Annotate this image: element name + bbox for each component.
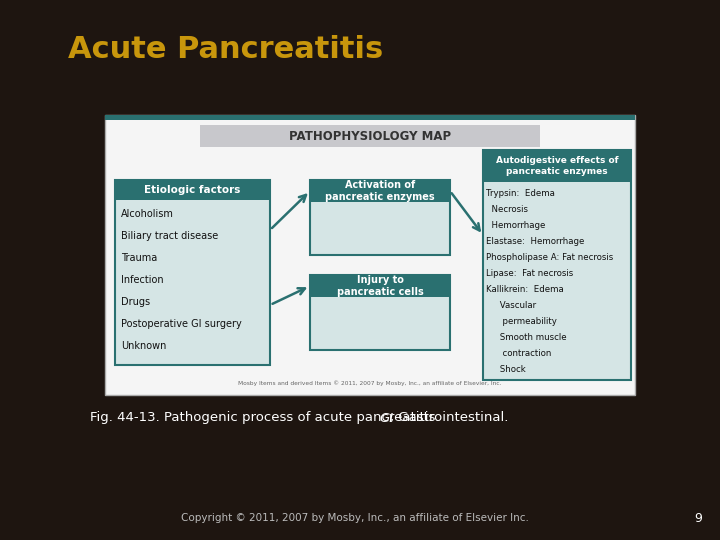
Text: Acute Pancreatitis: Acute Pancreatitis [68, 36, 383, 64]
Text: Unknown: Unknown [121, 341, 166, 351]
Text: Hemorrhage: Hemorrhage [486, 220, 545, 230]
Text: Biliary tract disease: Biliary tract disease [121, 231, 218, 241]
FancyBboxPatch shape [105, 115, 635, 120]
Text: PATHOPHYSIOLOGY MAP: PATHOPHYSIOLOGY MAP [289, 130, 451, 143]
FancyBboxPatch shape [115, 180, 270, 365]
Text: Postoperative GI surgery: Postoperative GI surgery [121, 319, 242, 329]
Text: 9: 9 [694, 511, 702, 524]
Text: Vascular: Vascular [486, 300, 536, 309]
FancyBboxPatch shape [310, 180, 450, 255]
Text: Smooth muscle: Smooth muscle [486, 333, 567, 341]
Text: Shock: Shock [486, 364, 526, 374]
Text: Trypsin:  Edema: Trypsin: Edema [486, 188, 555, 198]
FancyBboxPatch shape [483, 150, 631, 182]
Text: Elastase:  Hemorrhage: Elastase: Hemorrhage [486, 237, 585, 246]
Text: Phospholipase A: Fat necrosis: Phospholipase A: Fat necrosis [486, 253, 613, 261]
Text: permeability: permeability [486, 316, 557, 326]
FancyBboxPatch shape [310, 275, 450, 297]
Text: Activation of
pancreatic enzymes: Activation of pancreatic enzymes [325, 180, 435, 202]
Text: Autodigestive effects of
pancreatic enzymes: Autodigestive effects of pancreatic enzy… [495, 156, 618, 176]
Text: GI: GI [379, 411, 393, 424]
Text: contraction: contraction [486, 348, 552, 357]
Text: , Gastrointestinal.: , Gastrointestinal. [390, 411, 508, 424]
Text: Mosby Items and derived Items © 2011, 2007 by Mosby, Inc., an affiliate of Elsev: Mosby Items and derived Items © 2011, 20… [238, 380, 502, 386]
FancyBboxPatch shape [200, 125, 540, 147]
Text: Copyright © 2011, 2007 by Mosby, Inc., an affiliate of Elsevier Inc.: Copyright © 2011, 2007 by Mosby, Inc., a… [181, 513, 529, 523]
Text: Infection: Infection [121, 275, 163, 285]
Text: Drugs: Drugs [121, 297, 150, 307]
Text: Alcoholism: Alcoholism [121, 209, 174, 219]
FancyBboxPatch shape [310, 180, 450, 202]
Text: Injury to
pancreatic cells: Injury to pancreatic cells [337, 275, 423, 297]
Text: Trauma: Trauma [121, 253, 157, 263]
Text: Etiologic factors: Etiologic factors [144, 185, 240, 195]
FancyBboxPatch shape [483, 150, 631, 380]
Text: Necrosis: Necrosis [486, 205, 528, 213]
Text: Kallikrein:  Edema: Kallikrein: Edema [486, 285, 564, 294]
FancyBboxPatch shape [115, 180, 270, 200]
Text: Lipase:  Fat necrosis: Lipase: Fat necrosis [486, 268, 573, 278]
FancyBboxPatch shape [105, 115, 635, 395]
FancyBboxPatch shape [310, 275, 450, 350]
Text: Fig. 44-13. Pathogenic process of acute pancreatitis.: Fig. 44-13. Pathogenic process of acute … [90, 411, 444, 424]
